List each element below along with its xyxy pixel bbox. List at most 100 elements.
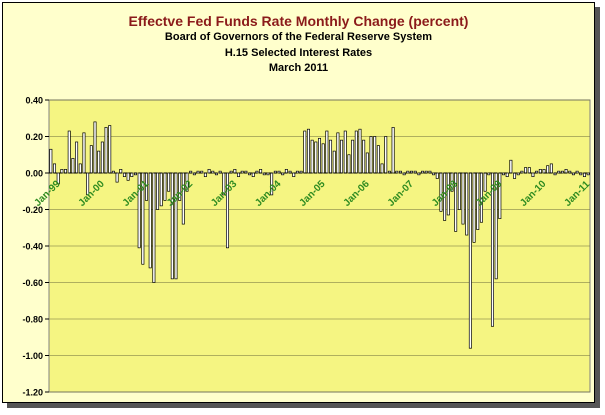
y-tick-label: -1.00 [22,351,43,361]
bar [376,145,380,174]
bar [281,172,285,176]
bar [196,170,200,174]
bar [406,170,410,174]
bar [340,139,344,174]
bar [75,141,79,174]
bar [89,145,93,174]
bar [446,172,450,216]
chart-subtitle-source: Board of Governors of the Federal Reserv… [164,31,433,43]
bar [546,165,550,174]
bar [156,172,160,210]
bar [490,172,494,327]
bar [432,172,436,176]
y-tick-label: -1.20 [22,388,43,398]
bar [513,172,517,179]
bar [461,172,465,225]
bar [237,172,241,178]
chart-subtitle-date: March 2011 [268,62,329,74]
bar [211,170,215,174]
bar [100,141,104,174]
bar [318,137,321,174]
bar [351,139,355,174]
bar [582,172,586,178]
y-tick-label: -0.60 [22,278,43,288]
bar [119,169,123,174]
bar [181,172,185,225]
bar [468,172,472,349]
bar [104,127,108,174]
bar [64,169,68,174]
bar [266,172,270,176]
bar [97,150,101,174]
bar [524,167,528,174]
bar [391,127,395,174]
bar [549,163,553,174]
bar [203,172,207,178]
bar [369,136,373,174]
bar [310,139,314,174]
y-tick-label: 0.20 [25,132,43,142]
bar [564,169,568,174]
bar [542,169,546,174]
bar [560,170,564,174]
bar [362,139,366,174]
bar [575,170,579,174]
bar [571,172,575,176]
bar [325,130,329,174]
bar [130,172,134,178]
bar [152,172,156,283]
bar [259,169,263,174]
bar [417,172,421,176]
bar [86,172,90,196]
chart-subtitle-series: H.15 Selected Interest Rates [224,47,373,59]
bar [421,170,425,174]
y-tick-label: -0.40 [22,242,43,252]
y-tick-label: -0.80 [22,315,43,325]
bar [163,172,167,201]
bar [343,130,347,174]
bar [115,172,119,183]
bar [505,172,509,178]
bar [222,172,226,196]
bar [384,136,388,174]
y-tick-label: 0.00 [25,169,43,179]
bar [516,172,520,176]
bar [240,170,244,174]
bar [82,132,86,174]
bar [538,169,542,174]
bar [284,169,288,174]
bar [502,172,506,176]
bar [71,158,75,174]
bar [329,139,333,174]
bar [498,172,502,219]
bar [457,172,461,210]
bar [476,172,480,230]
bar [365,152,369,174]
bar [472,172,476,243]
bar [78,163,82,174]
bar [233,169,237,174]
bar [185,172,189,192]
bar [56,172,60,185]
bar [303,130,307,174]
bar [358,128,362,174]
bar [347,154,351,174]
chart-title: Effectve Fed Funds Rate Monthly Change (… [128,13,469,29]
bar [509,159,513,174]
bar [226,172,229,249]
y-tick-label: -0.20 [22,205,43,215]
bar [527,167,531,174]
bar [295,170,299,174]
bar [49,148,53,174]
bar [292,172,296,178]
bar [465,172,469,236]
bar [126,172,130,181]
bar [122,172,126,178]
bar [435,172,439,179]
bar [67,130,71,174]
bar [531,172,535,178]
bar [354,130,358,174]
bar [251,172,255,178]
bar [306,128,310,174]
bar [321,143,325,174]
